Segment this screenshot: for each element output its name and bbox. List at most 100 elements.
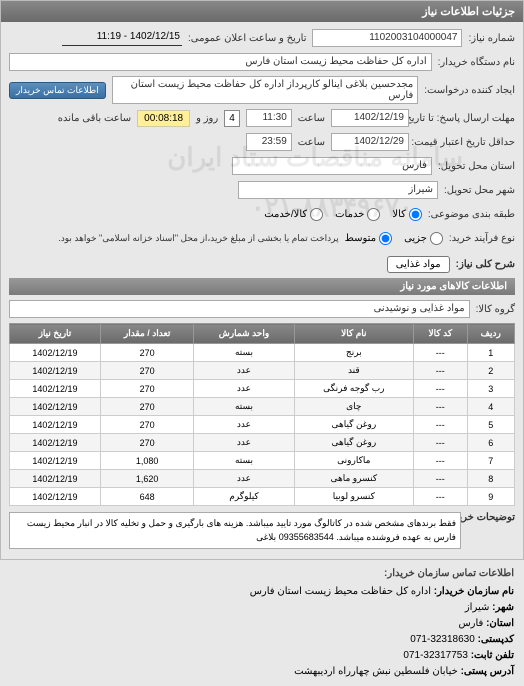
- table-cell: ماکارونی: [294, 452, 413, 470]
- table-row: 5---روغن گیاهیعدد2701402/12/19: [10, 416, 515, 434]
- items-header-row: ردیفکد کالانام کالاواحد شمارشتعداد / مقد…: [10, 324, 515, 344]
- table-cell: کیلوگرم: [194, 488, 294, 506]
- notes-label: توضیحات خریدار:: [467, 512, 515, 523]
- table-cell: 270: [100, 416, 193, 434]
- deadline1-date: 1402/12/19: [331, 109, 409, 127]
- table-cell: 6: [467, 434, 514, 452]
- table-cell: 270: [100, 362, 193, 380]
- table-cell: عدد: [194, 470, 294, 488]
- reqno-label: شماره نیاز:: [468, 33, 515, 44]
- process-radio-group: جزیی متوسط: [345, 232, 443, 245]
- province-label: استان محل تحویل:: [438, 161, 515, 172]
- panel-body: سامانه مناقصات ستاد ایران ۰۲۱-۸۸۳۴۹۶۷۰ ش…: [1, 22, 523, 559]
- deadline1-label: مهلت ارسال پاسخ: تا تاریخ:: [415, 113, 515, 124]
- table-cell: عدد: [194, 362, 294, 380]
- process-label: نوع فرآیند خرید:: [449, 233, 515, 244]
- remain-days: 4: [224, 110, 240, 127]
- items-section-title: اطلاعات کالاهای مورد نیاز: [9, 278, 515, 295]
- table-cell: ---: [414, 398, 468, 416]
- table-cell: کنسرو لوبیا: [294, 488, 413, 506]
- radio-kala-label: کالا: [392, 209, 406, 220]
- radio-motavasset-input[interactable]: [379, 232, 392, 245]
- contact-phone-label: تلفن ثابت:: [471, 650, 514, 661]
- table-cell: 1402/12/19: [10, 380, 101, 398]
- contact-buyer-button[interactable]: اطلاعات تماس خریدار: [9, 82, 106, 99]
- requester-value: مجدحسین بلاغی اینالو کارپرداز اداره کل ح…: [112, 76, 419, 104]
- deadline1-time: 11:30: [246, 109, 292, 127]
- announce-value: 1402/12/15 - 11:19: [62, 30, 182, 46]
- table-cell: 3: [467, 380, 514, 398]
- table-cell: عدد: [194, 416, 294, 434]
- table-cell: کنسرو ماهی: [294, 470, 413, 488]
- radio-kalakhadamat[interactable]: کالا/خدمت: [264, 208, 323, 221]
- table-cell: 1402/12/19: [10, 398, 101, 416]
- table-cell: 270: [100, 434, 193, 452]
- items-col-header: تعداد / مقدار: [100, 324, 193, 344]
- remain-suffix: ساعت باقی مانده: [58, 113, 131, 124]
- contact-org: اداره کل حفاظت محیط زیست استان فارس: [250, 586, 431, 597]
- details-panel: جزئیات اطلاعات نیاز سامانه مناقصات ستاد …: [0, 0, 524, 560]
- group-label: گروه کالا:: [476, 304, 515, 315]
- items-table: ردیفکد کالانام کالاواحد شمارشتعداد / مقد…: [9, 323, 515, 506]
- contact-address-label: آدرس پستی:: [461, 666, 514, 677]
- table-cell: 1,080: [100, 452, 193, 470]
- table-row: 3---رب گوجه فرنگیعدد2701402/12/19: [10, 380, 515, 398]
- deadline2-label: حداقل تاریخ اعتبار قیمت: تا تاریخ:: [415, 137, 515, 148]
- buyer-org-value: اداره کل حفاظت محیط زیست استان فارس: [9, 53, 432, 71]
- table-cell: روغن گیاهی: [294, 434, 413, 452]
- table-cell: ---: [414, 362, 468, 380]
- table-cell: قند: [294, 362, 413, 380]
- table-cell: 1,620: [100, 470, 193, 488]
- table-row: 1---برنجبسته2701402/12/19: [10, 344, 515, 362]
- contact-address: خیابان فلسطین نبش چهارراه اردیبهشت: [294, 666, 458, 677]
- table-cell: 2: [467, 362, 514, 380]
- announce-label: تاریخ و ساعت اعلان عمومی:: [188, 33, 307, 44]
- items-col-header: کد کالا: [414, 324, 468, 344]
- radio-khadamat-input[interactable]: [367, 208, 380, 221]
- contact-city-label: شهر:: [492, 602, 514, 613]
- radio-kalakhadamat-input[interactable]: [310, 208, 323, 221]
- radio-khadamat-label: خدمات: [335, 209, 364, 220]
- table-cell: عدد: [194, 434, 294, 452]
- radio-kala[interactable]: کالا: [392, 208, 422, 221]
- table-cell: 1: [467, 344, 514, 362]
- contact-postal-label: کدپستی:: [478, 634, 514, 645]
- notes-text: فقط برندهای مشخص شده در کاتالوگ مورد تای…: [9, 512, 461, 549]
- table-cell: ---: [414, 344, 468, 362]
- radio-khadamat[interactable]: خدمات: [335, 208, 380, 221]
- radio-jozi[interactable]: جزیی: [404, 232, 443, 245]
- table-cell: بسته: [194, 398, 294, 416]
- general-chip: مواد غذایی: [387, 256, 450, 273]
- table-cell: 4: [467, 398, 514, 416]
- table-cell: ---: [414, 434, 468, 452]
- table-cell: 8: [467, 470, 514, 488]
- requester-label: ایجاد کننده درخواست:: [424, 85, 515, 96]
- table-row: 9---کنسرو لوبیاکیلوگرم6481402/12/19: [10, 488, 515, 506]
- reqno-value: 1102003104000047: [312, 29, 462, 47]
- buyer-org-label: نام دستگاه خریدار:: [438, 57, 515, 68]
- table-cell: 5: [467, 416, 514, 434]
- contact-phone: 32317753-071: [403, 650, 468, 661]
- radio-kala-input[interactable]: [409, 208, 422, 221]
- radio-kalakhadamat-label: کالا/خدمت: [264, 209, 307, 220]
- deadline2-date: 1402/12/29: [331, 133, 409, 151]
- table-cell: ---: [414, 416, 468, 434]
- radio-motavasset[interactable]: متوسط: [345, 232, 392, 245]
- table-row: 4---چایبسته2701402/12/19: [10, 398, 515, 416]
- table-cell: چای: [294, 398, 413, 416]
- table-row: 8---کنسرو ماهیعدد1,6201402/12/19: [10, 470, 515, 488]
- table-cell: روغن گیاهی: [294, 416, 413, 434]
- radio-jozi-input[interactable]: [430, 232, 443, 245]
- contact-org-label: نام سازمان خریدار:: [434, 586, 514, 597]
- process-note: پرداخت تمام یا بخشی از مبلغ خرید،از محل …: [58, 233, 338, 244]
- table-cell: عدد: [194, 380, 294, 398]
- contact-postal: 32318630-071: [410, 634, 475, 645]
- radio-jozi-label: جزیی: [404, 233, 427, 244]
- table-cell: 1402/12/19: [10, 488, 101, 506]
- table-cell: رب گوجه فرنگی: [294, 380, 413, 398]
- remain-days-label: روز و: [196, 113, 218, 124]
- panel-title: جزئیات اطلاعات نیاز: [1, 1, 523, 22]
- table-cell: 648: [100, 488, 193, 506]
- table-cell: 270: [100, 398, 193, 416]
- table-cell: 270: [100, 380, 193, 398]
